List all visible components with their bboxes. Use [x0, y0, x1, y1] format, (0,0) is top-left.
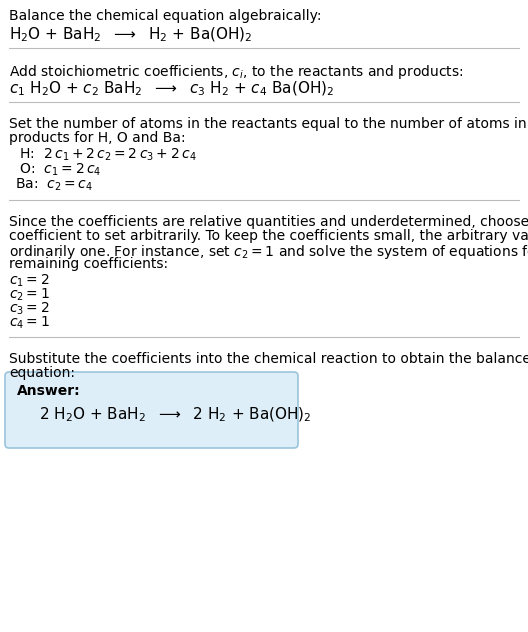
Text: Answer:: Answer:: [17, 384, 81, 398]
Text: $c_3 = 2$: $c_3 = 2$: [9, 301, 50, 317]
Text: Set the number of atoms in the reactants equal to the number of atoms in the: Set the number of atoms in the reactants…: [9, 117, 528, 131]
Text: $c_2 = 1$: $c_2 = 1$: [9, 287, 50, 303]
Text: $c_1$ H$_2$O + $c_2$ BaH$_2$  $\longrightarrow$  $c_3$ H$_2$ + $c_4$ Ba(OH)$_2$: $c_1$ H$_2$O + $c_2$ BaH$_2$ $\longright…: [9, 80, 334, 99]
Text: Balance the chemical equation algebraically:: Balance the chemical equation algebraica…: [9, 9, 322, 23]
Text: 2 H$_2$O + BaH$_2$  $\longrightarrow$  2 H$_2$ + Ba(OH)$_2$: 2 H$_2$O + BaH$_2$ $\longrightarrow$ 2 H…: [39, 406, 312, 425]
Text: Since the coefficients are relative quantities and underdetermined, choose a: Since the coefficients are relative quan…: [9, 215, 528, 229]
Text: products for H, O and Ba:: products for H, O and Ba:: [9, 131, 186, 145]
Text: ordinarily one. For instance, set $c_2 = 1$ and solve the system of equations fo: ordinarily one. For instance, set $c_2 =…: [9, 243, 528, 261]
Text: O:  $c_1 = 2\,c_4$: O: $c_1 = 2\,c_4$: [15, 162, 101, 178]
Text: equation:: equation:: [9, 366, 75, 380]
Text: H:  $2\,c_1 + 2\,c_2 = 2\,c_3 + 2\,c_4$: H: $2\,c_1 + 2\,c_2 = 2\,c_3 + 2\,c_4$: [15, 147, 196, 164]
FancyBboxPatch shape: [5, 372, 298, 448]
Text: Substitute the coefficients into the chemical reaction to obtain the balanced: Substitute the coefficients into the che…: [9, 352, 528, 366]
Text: H$_2$O + BaH$_2$  $\longrightarrow$  H$_2$ + Ba(OH)$_2$: H$_2$O + BaH$_2$ $\longrightarrow$ H$_2$…: [9, 26, 252, 44]
Text: Add stoichiometric coefficients, $c_i$, to the reactants and products:: Add stoichiometric coefficients, $c_i$, …: [9, 63, 464, 81]
Text: $c_4 = 1$: $c_4 = 1$: [9, 315, 50, 331]
Text: $c_1 = 2$: $c_1 = 2$: [9, 273, 50, 289]
Text: Ba:  $c_2 = c_4$: Ba: $c_2 = c_4$: [15, 177, 93, 193]
Text: coefficient to set arbitrarily. To keep the coefficients small, the arbitrary va: coefficient to set arbitrarily. To keep …: [9, 229, 528, 243]
Text: remaining coefficients:: remaining coefficients:: [9, 257, 168, 271]
